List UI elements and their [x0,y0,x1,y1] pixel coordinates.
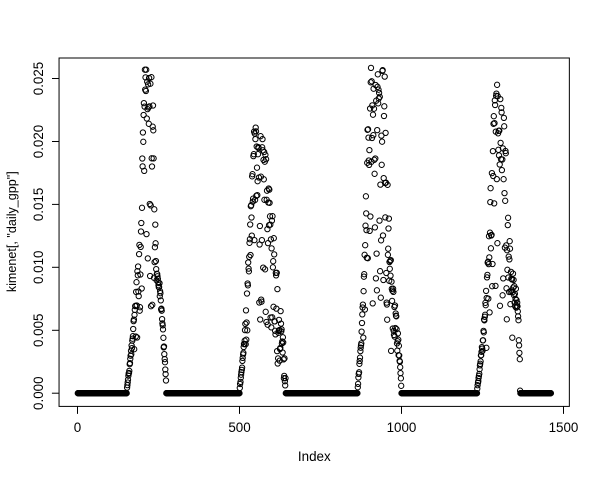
svg-text:0.020: 0.020 [31,125,46,159]
svg-text:1500: 1500 [549,420,579,435]
svg-text:0.025: 0.025 [31,62,46,96]
svg-text:1000: 1000 [387,420,417,435]
svg-text:0.000: 0.000 [31,376,46,410]
svg-text:0.005: 0.005 [31,314,46,348]
svg-text:500: 500 [228,420,250,435]
svg-text:0.015: 0.015 [31,188,46,222]
svg-text:kimenet[, "daily_gpp"]: kimenet[, "daily_gpp"] [5,171,19,292]
svg-text:0.010: 0.010 [31,251,46,285]
svg-text:Index: Index [298,449,331,464]
svg-text:0: 0 [74,420,81,435]
